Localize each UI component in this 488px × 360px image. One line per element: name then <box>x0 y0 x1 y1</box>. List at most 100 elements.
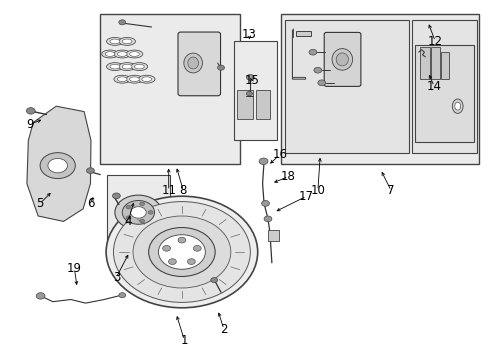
Text: 18: 18 <box>281 170 295 183</box>
Bar <box>100 14 239 164</box>
Circle shape <box>113 202 250 302</box>
Ellipse shape <box>106 63 123 71</box>
Ellipse shape <box>110 64 120 69</box>
Text: 17: 17 <box>299 190 313 203</box>
Bar <box>430 47 439 79</box>
Text: 14: 14 <box>426 80 441 93</box>
Bar <box>414 45 473 142</box>
Ellipse shape <box>122 39 132 44</box>
Bar <box>284 20 408 153</box>
Ellipse shape <box>117 52 127 56</box>
Circle shape <box>133 216 230 288</box>
Ellipse shape <box>131 63 147 71</box>
FancyBboxPatch shape <box>178 32 220 96</box>
Ellipse shape <box>102 50 118 58</box>
Ellipse shape <box>142 77 151 81</box>
Polygon shape <box>295 31 310 36</box>
Circle shape <box>246 75 254 80</box>
Circle shape <box>217 65 224 70</box>
Ellipse shape <box>129 77 139 81</box>
Polygon shape <box>292 29 305 79</box>
Text: 5: 5 <box>36 197 44 210</box>
Circle shape <box>178 237 185 243</box>
Text: 9: 9 <box>26 118 34 131</box>
Ellipse shape <box>331 49 352 70</box>
Bar <box>106 175 170 252</box>
Circle shape <box>48 158 67 173</box>
Circle shape <box>119 293 125 298</box>
Ellipse shape <box>114 75 130 83</box>
Ellipse shape <box>126 75 142 83</box>
Bar <box>237 90 253 119</box>
Ellipse shape <box>187 57 198 69</box>
Bar <box>255 90 270 119</box>
Ellipse shape <box>106 37 123 45</box>
Text: 19: 19 <box>67 262 81 275</box>
Text: 12: 12 <box>427 35 442 48</box>
Bar <box>440 52 448 79</box>
Circle shape <box>126 216 131 220</box>
Bar <box>267 230 278 241</box>
Circle shape <box>158 235 205 269</box>
Text: 15: 15 <box>244 75 259 87</box>
Polygon shape <box>27 106 91 221</box>
Circle shape <box>119 20 125 25</box>
Circle shape <box>259 158 267 165</box>
Bar <box>233 41 276 140</box>
Ellipse shape <box>129 52 139 56</box>
Text: 8: 8 <box>179 184 187 197</box>
Text: 1: 1 <box>180 334 188 347</box>
Circle shape <box>264 216 271 222</box>
Text: 16: 16 <box>272 148 286 161</box>
Circle shape <box>112 193 120 199</box>
Ellipse shape <box>117 77 127 81</box>
Circle shape <box>261 201 269 206</box>
Circle shape <box>313 67 321 73</box>
Ellipse shape <box>114 50 130 58</box>
Ellipse shape <box>119 37 135 45</box>
Ellipse shape <box>134 64 144 69</box>
Text: 10: 10 <box>310 184 325 197</box>
Circle shape <box>148 211 153 214</box>
Text: 11: 11 <box>161 184 176 197</box>
FancyBboxPatch shape <box>324 32 360 86</box>
Circle shape <box>86 168 94 174</box>
Circle shape <box>106 196 257 308</box>
Ellipse shape <box>105 52 115 56</box>
Circle shape <box>193 246 201 251</box>
Circle shape <box>210 278 217 283</box>
Circle shape <box>140 219 144 223</box>
Ellipse shape <box>183 53 202 73</box>
Text: 13: 13 <box>242 28 256 41</box>
Bar <box>419 47 429 79</box>
Ellipse shape <box>126 50 142 58</box>
Circle shape <box>317 80 325 86</box>
Text: 7: 7 <box>386 184 394 197</box>
Bar <box>411 20 476 153</box>
Ellipse shape <box>451 99 462 113</box>
Circle shape <box>36 293 45 299</box>
Circle shape <box>140 202 144 206</box>
Circle shape <box>163 246 170 251</box>
Circle shape <box>115 195 162 230</box>
Bar <box>281 14 478 164</box>
Ellipse shape <box>138 75 155 83</box>
Circle shape <box>187 259 195 265</box>
Ellipse shape <box>110 39 120 44</box>
Circle shape <box>122 201 154 224</box>
Ellipse shape <box>336 53 347 66</box>
Circle shape <box>168 259 176 265</box>
Ellipse shape <box>119 63 135 71</box>
Circle shape <box>26 108 35 114</box>
Text: 6: 6 <box>86 197 94 210</box>
Circle shape <box>148 228 215 276</box>
Text: 4: 4 <box>124 215 132 228</box>
Circle shape <box>130 207 146 218</box>
Circle shape <box>126 205 131 209</box>
Circle shape <box>308 49 316 55</box>
Text: 3: 3 <box>112 271 120 284</box>
Ellipse shape <box>454 102 460 110</box>
Text: 2: 2 <box>220 323 227 336</box>
Circle shape <box>246 91 252 96</box>
Ellipse shape <box>122 64 132 69</box>
